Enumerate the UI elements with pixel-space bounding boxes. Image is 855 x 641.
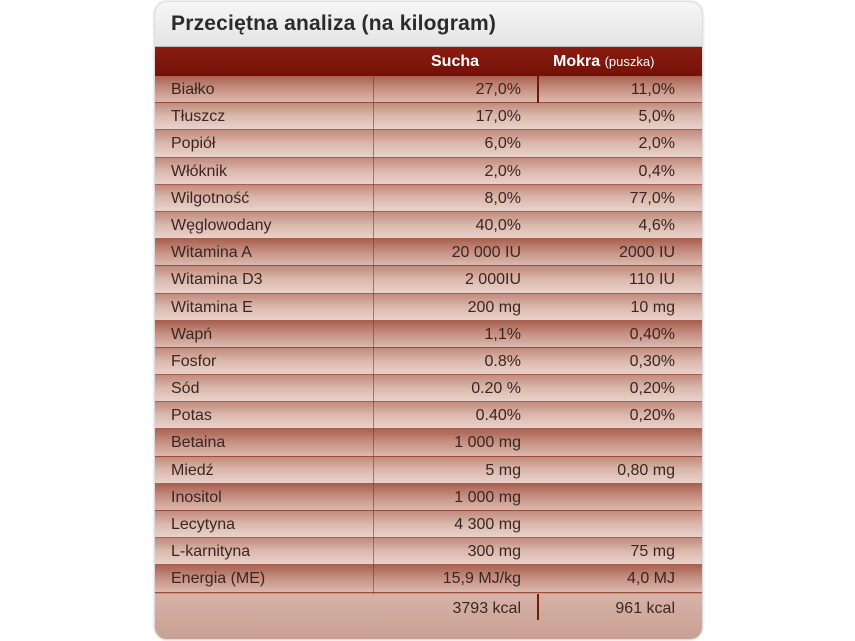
table-body: Białko 27,0% 11,0% Tłuszcz 17,0% 5,0% Popiół… bbox=[155, 76, 702, 593]
table-row: Betaina 1 000 mg bbox=[155, 429, 702, 457]
row-label: L-karnityna bbox=[171, 543, 251, 561]
wet-kcal-value: 961 kcal bbox=[615, 600, 675, 617]
column-divider-accent bbox=[537, 76, 539, 103]
dry-value: 17,0% bbox=[475, 108, 521, 126]
wet-value: 4,6% bbox=[638, 216, 675, 234]
table-row: Witamina A 20 000 IU 2000 IU bbox=[155, 239, 702, 267]
dry-value: 1 000 mg bbox=[454, 488, 521, 506]
dry-value: 6,0% bbox=[484, 135, 521, 153]
table-row: Witamina D3 2 000IU 110 IU bbox=[155, 266, 702, 294]
table-row: Węglowodany 40,0% 4,6% bbox=[155, 211, 702, 240]
row-label: Popiół bbox=[171, 135, 216, 153]
wet-value: 0,80 mg bbox=[617, 461, 675, 479]
row-label: Węglowodany bbox=[171, 216, 272, 234]
table-row: L-karnityna 300 mg 75 mg bbox=[155, 538, 702, 566]
row-label: Energia (ME) bbox=[171, 570, 266, 588]
wet-value: 2,0% bbox=[638, 135, 675, 153]
wet-value: 75 mg bbox=[630, 543, 675, 561]
column-header-wet-label: Mokra bbox=[553, 53, 601, 70]
dry-value: 27,0% bbox=[475, 81, 521, 98]
nutrition-table-card: Przeciętna analiza (na kilogram) Sucha M… bbox=[155, 2, 702, 639]
wet-value: 11,0% bbox=[630, 81, 675, 98]
title-bar: Przeciętna analiza (na kilogram) bbox=[155, 2, 702, 47]
table-row: Wapń 1,1% 0,40% bbox=[155, 320, 702, 348]
table-row: Białko 27,0% 11,0% bbox=[155, 76, 702, 104]
table-row: Tłuszcz 17,0% 5,0% bbox=[155, 103, 702, 131]
dry-value: 20 000 IU bbox=[451, 244, 521, 262]
dry-value: 5 mg bbox=[485, 461, 521, 479]
column-divider bbox=[373, 76, 374, 594]
row-label: Witamina E bbox=[171, 298, 253, 316]
dry-kcal-value: 3793 kcal bbox=[452, 600, 522, 617]
wet-value: 10 mg bbox=[630, 298, 675, 316]
row-label: Sód bbox=[171, 380, 200, 398]
dry-value: 300 mg bbox=[467, 543, 521, 561]
table-row: Miedź 5 mg 0,80 mg bbox=[155, 456, 702, 484]
table-row: Witamina E 200 mg 10 mg bbox=[155, 293, 702, 321]
row-label: Betaina bbox=[171, 434, 226, 452]
dry-value: 2 000IU bbox=[464, 271, 521, 289]
table-row: Fosfor 0.8% 0,30% bbox=[155, 347, 702, 376]
wet-value: 0,20% bbox=[629, 380, 675, 398]
row-label: Wilgotność bbox=[171, 189, 250, 207]
wet-value: 110 IU bbox=[629, 271, 675, 289]
row-label: Witamina A bbox=[171, 244, 252, 262]
column-divider-accent bbox=[537, 594, 539, 620]
dry-value: 1 000 mg bbox=[454, 434, 521, 452]
table-row: Inositol 1 000 mg bbox=[155, 483, 702, 511]
table-row: Lecytyna 4 300 mg bbox=[155, 511, 702, 539]
table-row: Włóknik 2,0% 0,4% bbox=[155, 157, 702, 185]
column-header-wet: Mokra (puszka) bbox=[553, 53, 654, 71]
row-label: Wapń bbox=[171, 325, 213, 343]
table-title: Przeciętna analiza (na kilogram) bbox=[171, 12, 497, 35]
row-label: Włóknik bbox=[171, 162, 228, 180]
dry-value: 8,0% bbox=[484, 189, 521, 207]
wet-value: 77,0% bbox=[629, 189, 675, 207]
row-label: Białko bbox=[171, 81, 215, 98]
wet-value: 0,20% bbox=[629, 407, 675, 425]
row-label: Witamina D3 bbox=[171, 271, 263, 289]
dry-value: 0.8% bbox=[484, 352, 521, 370]
column-header-wet-sub: (puszka) bbox=[604, 54, 655, 69]
dry-value: 4 300 mg bbox=[454, 516, 521, 533]
dry-value: 15,9 MJ/kg bbox=[442, 570, 521, 588]
row-label: Lecytyna bbox=[171, 516, 236, 533]
wet-value: 4,0 MJ bbox=[626, 570, 675, 588]
row-label: Potas bbox=[171, 407, 212, 425]
dry-value: 0.40% bbox=[475, 407, 521, 425]
wet-value: 0,4% bbox=[638, 162, 675, 180]
table-row: Energia (ME) 15,9 MJ/kg 4,0 MJ bbox=[155, 565, 702, 593]
table-row: Wilgotność 8,0% 77,0% bbox=[155, 184, 702, 212]
table-row: Popiół 6,0% 2,0% bbox=[155, 130, 702, 158]
dry-value: 2,0% bbox=[484, 162, 521, 180]
wet-value: 0,40% bbox=[629, 325, 675, 343]
row-label: Tłuszcz bbox=[171, 108, 226, 126]
table-row: Sód 0.20 % 0,20% bbox=[155, 375, 702, 403]
wet-value: 5,0% bbox=[638, 108, 675, 126]
dry-value: 40,0% bbox=[475, 216, 521, 234]
row-label: Miedź bbox=[171, 461, 214, 479]
dry-value: 1,1% bbox=[484, 325, 521, 343]
dry-value: 200 mg bbox=[467, 298, 521, 316]
row-label: Inositol bbox=[171, 488, 222, 506]
column-header-row: Sucha Mokra (puszka) bbox=[155, 47, 702, 76]
wet-value: 0,30% bbox=[629, 352, 675, 370]
energy-kcal-row: 3793 kcal 961 kcal bbox=[155, 594, 702, 639]
row-label: Fosfor bbox=[171, 352, 217, 370]
wet-value: 2000 IU bbox=[618, 244, 675, 262]
dry-value: 0.20 % bbox=[471, 380, 521, 398]
column-header-dry: Sucha bbox=[431, 53, 480, 70]
table-row: Potas 0.40% 0,20% bbox=[155, 402, 702, 430]
